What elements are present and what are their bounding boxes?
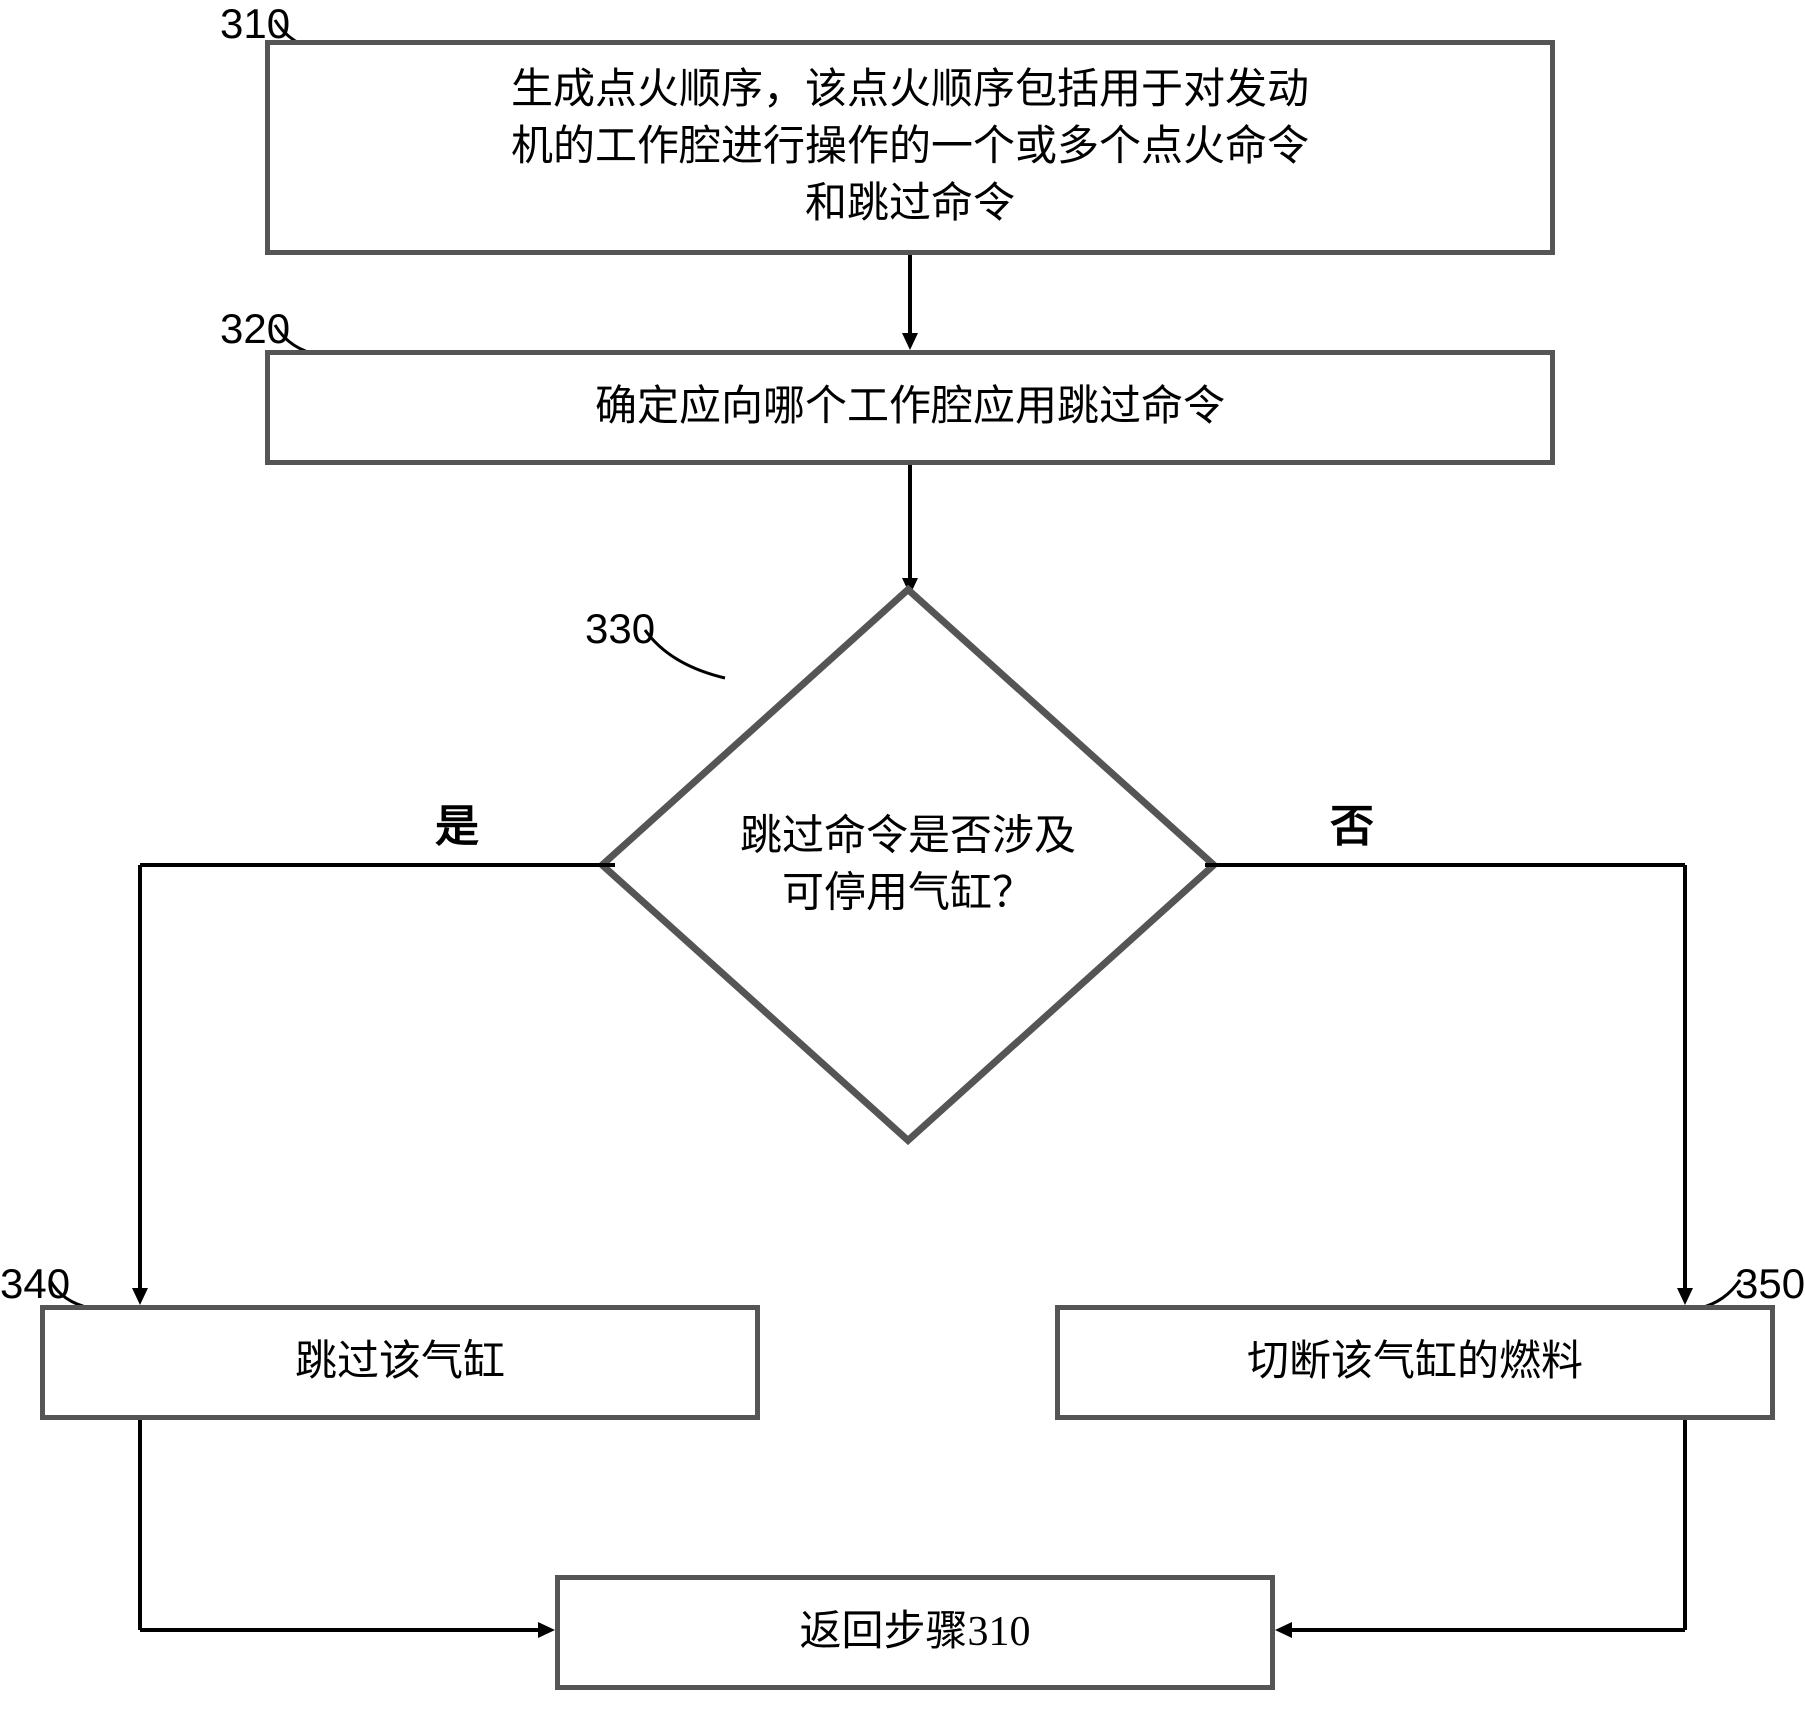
node-330: 跳过命令是否涉及可停用气缸？ — [598, 585, 1218, 1145]
arrow-340-return — [130, 1420, 570, 1645]
arrow-320-330 — [900, 465, 920, 600]
edge-label-yes: 是 — [435, 790, 479, 854]
arrow-310-320 — [900, 255, 920, 355]
node-340-text: 跳过该气缸 — [295, 1334, 505, 1391]
arrow-350-return — [1265, 1420, 1705, 1645]
node-330-text: 跳过命令是否涉及可停用气缸？ — [708, 808, 1108, 921]
node-350-text: 切断该气缸的燃料 — [1247, 1334, 1583, 1391]
arrow-330-340 — [130, 855, 620, 1315]
node-310: 生成点火顺序，该点火顺序包括用于对发动机的工作腔进行操作的一个或多个点火命令和跳… — [265, 40, 1555, 255]
node-310-text: 生成点火顺序，该点火顺序包括用于对发动机的工作腔进行操作的一个或多个点火命令和跳… — [511, 62, 1309, 232]
node-320: 确定应向哪个工作腔应用跳过命令 — [265, 350, 1555, 465]
node-320-text: 确定应向哪个工作腔应用跳过命令 — [595, 379, 1225, 436]
arrow-330-350 — [1200, 855, 1700, 1315]
ref-label-350: 350 — [1735, 1260, 1805, 1308]
edge-label-no: 否 — [1330, 790, 1374, 854]
node-340: 跳过该气缸 — [40, 1305, 760, 1420]
node-350: 切断该气缸的燃料 — [1055, 1305, 1775, 1420]
node-return: 返回步骤310 — [555, 1575, 1275, 1690]
node-return-text: 返回步骤310 — [799, 1604, 1030, 1661]
